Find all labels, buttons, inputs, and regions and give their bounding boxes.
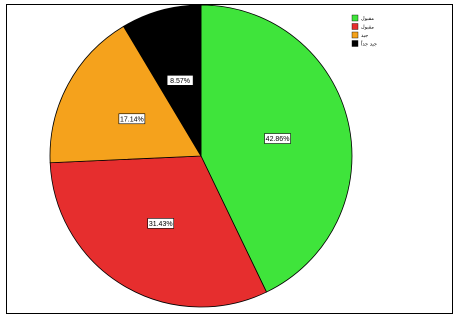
legend-swatch-0 (351, 14, 359, 22)
legend-swatch-2 (351, 31, 359, 39)
legend-label-3: جيد جداً (360, 40, 376, 48)
legend-label-0: مقبول (361, 16, 374, 22)
legend-label-2: جيد (361, 33, 368, 39)
svg-text:17.14%: 17.14% (120, 116, 144, 123)
pie-slice-0 (200, 5, 353, 293)
legend-label-1: مقبول (361, 25, 374, 31)
chart-frame: 42.86% 31.43% 17.14% 8.57% مقبول مقبول جيد جيد… (6, 4, 453, 314)
svg-text:31.43%: 31.43% (149, 221, 173, 228)
pie-slice-1 (49, 155, 268, 308)
svg-text:8.57%: 8.57% (170, 78, 190, 85)
slice-label-2: 17.14% (118, 113, 146, 125)
pie-slice-2 (49, 25, 202, 164)
svg-text:42.86%: 42.86% (266, 136, 290, 143)
slice-label-1: 31.43% (147, 218, 175, 229)
slice-label-0: 42.86% (264, 133, 291, 144)
pie-slice-3 (123, 5, 202, 158)
legend-swatch-3 (351, 40, 359, 47)
pie-chart: 42.86% 31.43% 17.14% 8.57% مقبول مقبول جيدجيد… (49, 5, 377, 308)
legend-swatch-1 (351, 23, 359, 30)
slice-label-3: 8.57% (166, 75, 194, 86)
